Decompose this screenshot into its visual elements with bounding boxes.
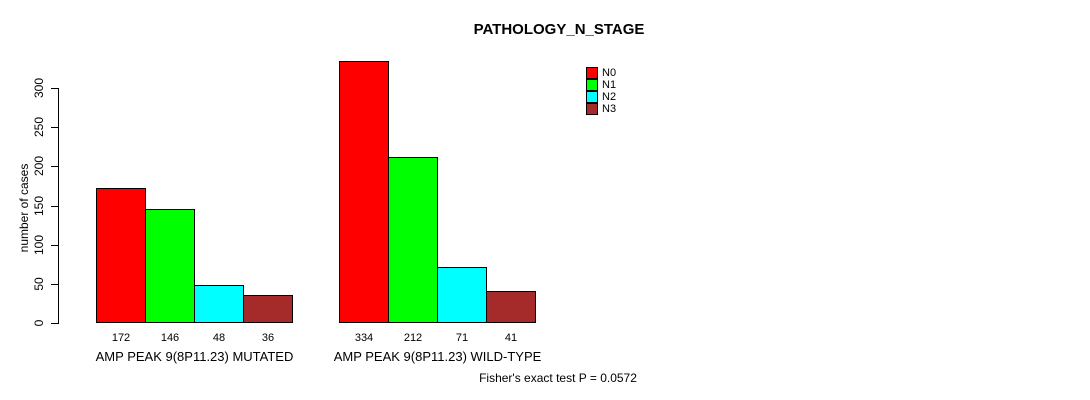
y-axis-label: number of cases bbox=[17, 163, 31, 253]
y-tick-label: 150 bbox=[32, 195, 46, 217]
y-tick-label: 250 bbox=[32, 116, 46, 138]
y-tick-label: 300 bbox=[32, 77, 46, 99]
legend-row-n1: N1 bbox=[586, 79, 616, 91]
bar-value-label: 71 bbox=[455, 332, 469, 344]
bar-value-label: 212 bbox=[403, 332, 423, 344]
legend-label: N0 bbox=[602, 67, 617, 79]
y-tick-label: 50 bbox=[32, 277, 46, 291]
chart-title: PATHOLOGY_N_STAGE bbox=[473, 21, 645, 38]
bar-value-label: 36 bbox=[261, 332, 275, 344]
bar-n0-group2 bbox=[339, 61, 389, 323]
legend: N0 N1 N2 N3 bbox=[586, 67, 616, 115]
y-tick-mark bbox=[51, 323, 59, 324]
bar-n3-group2 bbox=[486, 291, 536, 323]
footnote: Fisher's exact test P = 0.0572 bbox=[479, 371, 637, 385]
legend-row-n3: N3 bbox=[586, 103, 616, 115]
y-tick-label: 200 bbox=[32, 155, 46, 177]
bar-value-label: 146 bbox=[160, 332, 180, 344]
bar-value-label: 334 bbox=[354, 332, 374, 344]
legend-row-n2: N2 bbox=[586, 91, 616, 103]
group-label-1: AMP PEAK 9(8P11.23) MUTATED bbox=[95, 349, 294, 364]
bar-n1-group2 bbox=[388, 157, 438, 323]
legend-swatch-icon bbox=[586, 103, 598, 115]
bar-n2-group2 bbox=[437, 267, 487, 323]
legend-row-n0: N0 bbox=[586, 67, 616, 79]
y-tick-mark bbox=[51, 206, 59, 207]
bar-value-label: 41 bbox=[504, 332, 518, 344]
y-tick-mark bbox=[51, 166, 59, 167]
y-tick-label: 0 bbox=[32, 319, 46, 327]
bar-n0-group1 bbox=[96, 188, 146, 323]
bar-n1-group1 bbox=[145, 209, 195, 323]
y-tick-mark bbox=[51, 245, 59, 246]
legend-label: N1 bbox=[602, 79, 617, 91]
y-tick-label: 100 bbox=[32, 234, 46, 256]
bar-n2-group1 bbox=[194, 285, 244, 323]
y-tick-mark bbox=[51, 284, 59, 285]
legend-swatch-icon bbox=[586, 67, 598, 79]
bar-value-label: 48 bbox=[212, 332, 226, 344]
legend-label: N2 bbox=[602, 91, 617, 103]
bar-n3-group1 bbox=[243, 295, 293, 323]
legend-swatch-icon bbox=[586, 79, 598, 91]
bar-value-label: 172 bbox=[111, 332, 131, 344]
y-tick-mark bbox=[51, 127, 59, 128]
y-tick-mark bbox=[51, 88, 59, 89]
legend-label: N3 bbox=[602, 103, 617, 115]
group-label-2: AMP PEAK 9(8P11.23) WILD-TYPE bbox=[333, 349, 542, 364]
legend-swatch-icon bbox=[586, 91, 598, 103]
